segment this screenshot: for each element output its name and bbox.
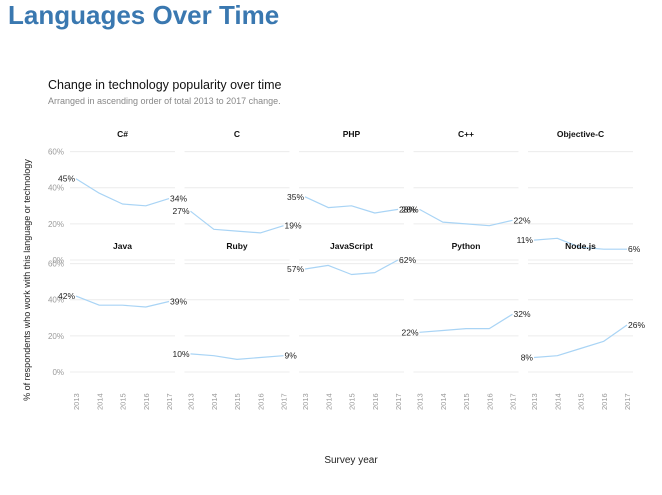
x-tick-label: 2013 xyxy=(530,393,539,410)
data-label-start: 8% xyxy=(521,353,534,363)
y-tick-label: 60% xyxy=(48,260,64,269)
data-label-end: 34% xyxy=(170,194,187,204)
series-line-c- xyxy=(75,178,170,207)
y-tick-label: 0% xyxy=(52,368,64,377)
series-line-python xyxy=(419,313,513,333)
series-line-php xyxy=(304,196,399,214)
x-tick-label: 2017 xyxy=(165,393,174,410)
data-label-start: 42% xyxy=(58,291,75,301)
x-tick-label: 2013 xyxy=(301,393,310,410)
x-tick-label: 2014 xyxy=(210,393,219,410)
data-label-end: 32% xyxy=(514,309,531,319)
x-tick-label: 2013 xyxy=(416,393,425,410)
data-label-start: 28% xyxy=(401,204,418,214)
data-label-start: 11% xyxy=(517,235,534,245)
y-tick-label: 0% xyxy=(52,256,64,265)
data-label-end: 62% xyxy=(399,255,416,265)
series-line-objective-c xyxy=(533,237,627,250)
chart-title: Change in technology popularity over tim… xyxy=(48,78,282,92)
data-label-start: 10% xyxy=(172,349,189,359)
x-tick-label: 2016 xyxy=(371,393,380,410)
x-tick-label: 2017 xyxy=(623,393,632,410)
data-label-end: 22% xyxy=(514,215,531,225)
data-label-start: 57% xyxy=(287,264,304,274)
facet-title: C++ xyxy=(458,129,474,139)
data-label-start: 22% xyxy=(401,327,418,337)
x-axis-label: Survey year xyxy=(324,455,378,466)
facet-title: Ruby xyxy=(226,241,248,251)
series-line-javascript xyxy=(304,259,399,276)
x-tick-label: 2016 xyxy=(600,393,609,410)
x-tick-label: 2014 xyxy=(324,393,333,410)
y-tick-label: 60% xyxy=(48,148,64,157)
data-label-end: 39% xyxy=(170,297,187,307)
series-line-c xyxy=(190,210,284,234)
x-tick-label: 2017 xyxy=(280,393,289,410)
series-line-ruby xyxy=(190,353,284,360)
x-tick-label: 2014 xyxy=(95,393,104,410)
y-tick-label: 20% xyxy=(48,220,64,229)
x-tick-label: 2015 xyxy=(348,393,357,410)
x-tick-label: 2014 xyxy=(439,393,448,410)
y-tick-label: 40% xyxy=(48,184,64,193)
series-line-java xyxy=(75,295,170,308)
data-label-start: 45% xyxy=(58,174,75,184)
x-tick-label: 2016 xyxy=(142,393,151,410)
series-line-node-js xyxy=(533,324,628,359)
x-tick-label: 2016 xyxy=(485,393,494,410)
data-label-end: 19% xyxy=(285,221,302,231)
chart-subtitle: Arranged in ascending order of total 201… xyxy=(48,96,281,106)
data-label-end: 26% xyxy=(628,320,645,330)
facet-title: Node.js xyxy=(565,241,596,251)
facet-title: Python xyxy=(452,241,481,251)
y-axis-label: % of respondents who work with this lang… xyxy=(22,159,32,401)
x-tick-label: 2015 xyxy=(119,393,128,410)
data-label-start: 27% xyxy=(172,206,189,216)
facet-title: C# xyxy=(117,129,128,139)
x-tick-label: 2017 xyxy=(509,393,518,410)
data-label-end: 6% xyxy=(628,244,641,254)
x-tick-label: 2013 xyxy=(72,393,81,410)
series-line-c- xyxy=(419,208,513,227)
data-label-start: 35% xyxy=(287,192,304,202)
x-tick-label: 2016 xyxy=(256,393,265,410)
data-label-end: 9% xyxy=(285,351,298,361)
x-tick-label: 2013 xyxy=(187,393,196,410)
facet-title: JavaScript xyxy=(330,241,373,251)
x-tick-label: 2015 xyxy=(233,393,242,410)
y-tick-label: 20% xyxy=(48,332,64,341)
facet-title: PHP xyxy=(343,129,361,139)
facet-title: C xyxy=(234,129,240,139)
x-tick-label: 2015 xyxy=(577,393,586,410)
x-tick-label: 2014 xyxy=(553,393,562,410)
facet-title: Objective-C xyxy=(557,129,604,139)
x-tick-label: 2015 xyxy=(462,393,471,410)
data-label-end: 28% xyxy=(399,204,416,214)
facet-title: Java xyxy=(113,241,132,251)
page-heading: Languages Over Time xyxy=(8,0,280,30)
x-tick-label: 2017 xyxy=(394,393,403,410)
y-tick-label: 40% xyxy=(48,296,64,305)
